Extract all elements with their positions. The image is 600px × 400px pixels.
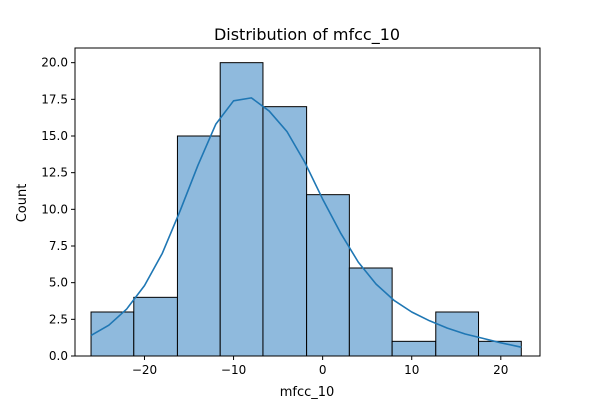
- y-tick-label: 0.0: [49, 349, 68, 363]
- ticks-layer: −20 −10 0 10 20 0.0 2.5 5.0 7.5 10.0 12.5 15.0 17.5 2…: [41, 56, 508, 377]
- x-tick-label: −10: [221, 363, 246, 377]
- y-tick-label: 17.5: [41, 92, 68, 106]
- x-tick-label: 0: [319, 363, 327, 377]
- histogram-bar-8: [435, 311, 480, 357]
- kde-layer: [90, 97, 522, 348]
- histogram-bar-9: [478, 340, 522, 357]
- histogram-bar-5: [306, 194, 350, 357]
- kde-line: [90, 97, 522, 348]
- y-tick-label: 7.5: [49, 239, 68, 253]
- plot-frame: [74, 47, 541, 357]
- x-axis-label: mfcc_10: [280, 385, 335, 400]
- y-tick-label: 10.0: [41, 202, 68, 216]
- histogram-bar-2: [176, 135, 221, 357]
- histogram-bar-0: [90, 311, 135, 357]
- y-tick-label: 12.5: [41, 166, 68, 180]
- histogram-bar-6: [348, 267, 393, 357]
- y-axis-label: Count: [15, 184, 30, 223]
- chart-title: Distribution of mfcc_10: [214, 25, 400, 45]
- y-tick-label: 2.5: [49, 312, 68, 326]
- y-tick-label: 5.0: [49, 276, 68, 290]
- x-tick-label: 10: [404, 363, 419, 377]
- x-tick-label: −20: [132, 363, 157, 377]
- bars-layer: [90, 62, 522, 357]
- y-tick-label: 20.0: [41, 56, 68, 70]
- histogram-bar-4: [262, 106, 308, 357]
- axes-layer: [74, 47, 541, 357]
- histogram-bar-7: [391, 340, 437, 357]
- histogram-bar-3: [219, 62, 264, 357]
- histogram-bar-1: [133, 296, 178, 357]
- x-tick-label: 20: [493, 363, 508, 377]
- y-tick-label: 15.0: [41, 129, 68, 143]
